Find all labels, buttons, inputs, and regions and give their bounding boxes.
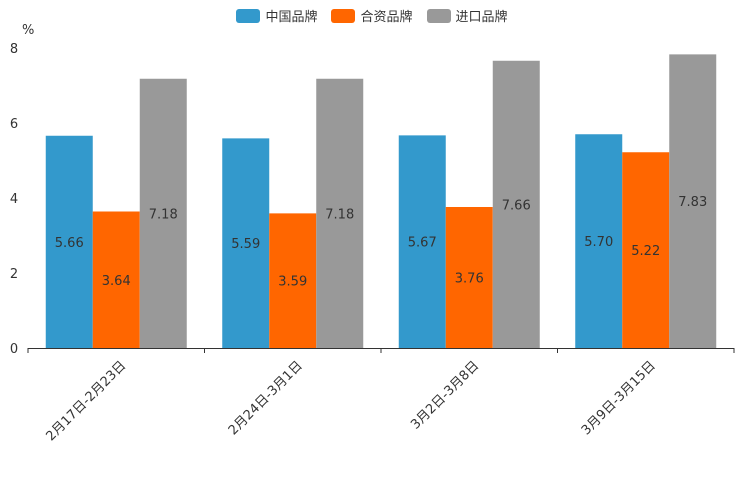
bar-value-label-2-1: 3.76	[455, 272, 484, 287]
legend: 中国品牌 合资品牌 进口品牌	[0, 6, 744, 25]
y-tick-label-0: 0	[10, 342, 18, 357]
bar-0-0[interactable]	[45, 135, 93, 348]
bar-2-0[interactable]	[398, 135, 446, 348]
legend-swatch-import	[426, 8, 451, 23]
bar-value-label-1-1: 3.59	[278, 275, 307, 290]
bar-2-1[interactable]	[445, 207, 493, 348]
y-tick-label-1: 2	[10, 267, 18, 282]
bar-0-1[interactable]	[92, 211, 140, 349]
bars-group: 5.66 3.64 7.18 5.59 3.59 7.18 5.67 3.76 7.66 5.70…	[45, 54, 717, 349]
legend-swatch-jv	[331, 8, 356, 23]
x-tick-label-1: 2月24日-3月1日	[226, 358, 306, 438]
bar-value-label-0-0: 5.66	[55, 236, 84, 251]
bar-value-label-3-2: 7.83	[678, 195, 707, 210]
legend-label-import: 进口品牌	[455, 10, 508, 25]
legend-item-jv[interactable]: 合资品牌	[331, 6, 413, 25]
x-tick-label-0: 2月17日-2月23日	[44, 358, 130, 444]
bar-1-0[interactable]	[222, 138, 270, 348]
bar-value-label-0-2: 7.18	[149, 207, 178, 222]
bar-value-label-2-2: 7.66	[502, 198, 531, 213]
bar-1-2[interactable]	[316, 78, 364, 348]
legend-item-import[interactable]: 进口品牌	[426, 6, 508, 25]
x-tick-label-2: 3月2日-3月8日	[408, 358, 482, 432]
y-axis-unit-label: %	[22, 23, 34, 38]
bar-value-label-0-1: 3.64	[102, 274, 131, 289]
bar-1-1[interactable]	[269, 213, 317, 348]
x-axis: 2月17日-2月23日 2月24日-3月1日 3月2日-3月8日 3月9日-3月15日	[27, 348, 735, 444]
bar-value-label-3-1: 5.22	[631, 244, 660, 259]
bar-value-label-2-0: 5.67	[408, 236, 437, 251]
bar-2-2[interactable]	[492, 60, 540, 348]
bar-value-label-3-0: 5.70	[584, 235, 613, 250]
y-tick-label-2: 4	[10, 192, 18, 207]
bar-value-label-1-2: 7.18	[325, 207, 354, 222]
legend-label-jv: 合资品牌	[360, 10, 413, 25]
x-tick-label-3: 3月9日-3月15日	[579, 358, 659, 438]
legend-item-china[interactable]: 中国品牌	[236, 6, 317, 25]
y-tick-label-3: 6	[10, 117, 18, 132]
legend-swatch-china	[236, 8, 261, 23]
bar-value-label-1-0: 5.59	[231, 237, 260, 252]
bar-3-0[interactable]	[575, 134, 623, 348]
legend-label-china: 中国品牌	[265, 10, 318, 25]
bar-0-2[interactable]	[139, 78, 187, 348]
bar-3-1[interactable]	[622, 152, 670, 348]
y-axis: 0 2 4 6 8	[10, 42, 18, 357]
y-tick-label-4: 8	[10, 42, 18, 57]
bar-3-2[interactable]	[669, 54, 717, 348]
